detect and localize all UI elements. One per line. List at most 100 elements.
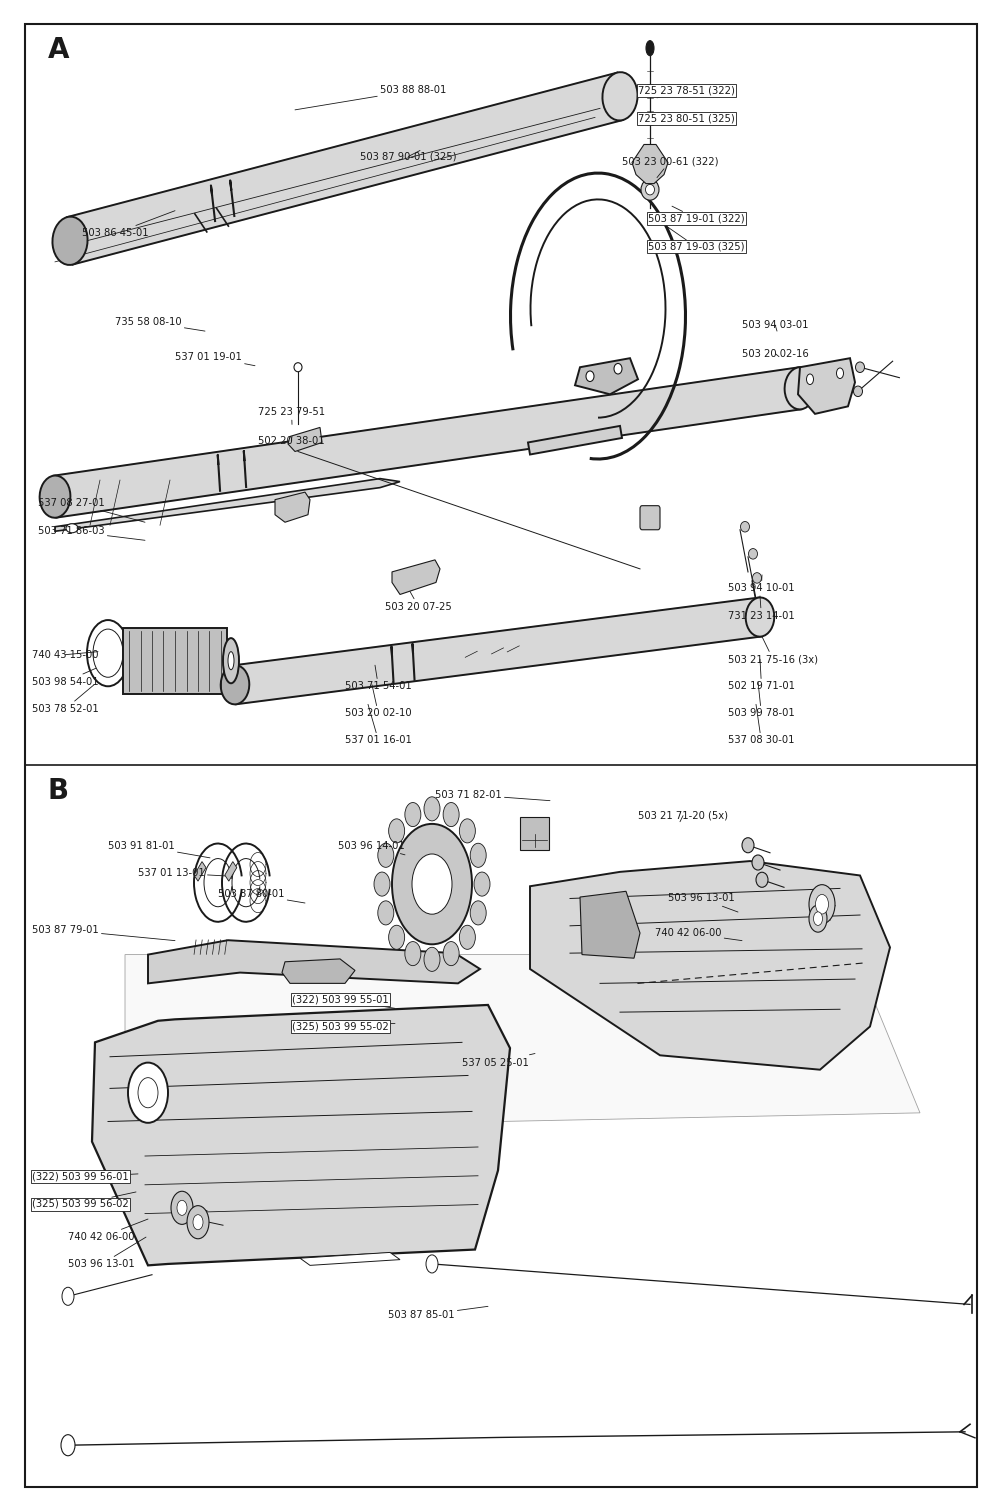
Ellipse shape	[614, 364, 622, 375]
Polygon shape	[392, 560, 440, 594]
FancyBboxPatch shape	[640, 506, 660, 530]
FancyBboxPatch shape	[25, 24, 977, 1487]
Circle shape	[374, 871, 390, 895]
Text: 725 23 80-51 (325): 725 23 80-51 (325)	[638, 114, 735, 123]
Polygon shape	[282, 959, 355, 983]
Circle shape	[128, 1063, 168, 1123]
Polygon shape	[148, 941, 480, 983]
Ellipse shape	[746, 597, 774, 637]
Text: 502 19 71-01: 502 19 71-01	[728, 659, 795, 691]
Polygon shape	[528, 426, 622, 455]
Text: 537 01 16-01: 537 01 16-01	[345, 704, 412, 745]
Text: 503 99 78-01: 503 99 78-01	[728, 682, 795, 718]
Ellipse shape	[646, 185, 654, 194]
Ellipse shape	[294, 363, 302, 372]
Text: 503 96 13-01: 503 96 13-01	[68, 1237, 146, 1269]
Ellipse shape	[93, 629, 123, 677]
Ellipse shape	[66, 524, 78, 533]
Text: 503 71 82-01: 503 71 82-01	[435, 790, 550, 801]
Circle shape	[470, 901, 486, 926]
Text: 503 21 75-16 (3x): 503 21 75-16 (3x)	[728, 637, 818, 664]
Polygon shape	[575, 358, 638, 394]
Text: 503 20 07-25: 503 20 07-25	[385, 591, 452, 611]
Circle shape	[809, 885, 835, 924]
Circle shape	[443, 802, 459, 826]
Text: 503 98 54-01: 503 98 54-01	[32, 668, 99, 686]
Polygon shape	[92, 1005, 510, 1266]
Ellipse shape	[221, 665, 249, 704]
Polygon shape	[54, 367, 801, 518]
Circle shape	[389, 819, 405, 843]
Text: (325) 503 99 55-02: (325) 503 99 55-02	[292, 1022, 395, 1031]
Ellipse shape	[646, 41, 654, 56]
Text: 503 86 45-01: 503 86 45-01	[82, 211, 175, 238]
Circle shape	[816, 894, 828, 914]
Polygon shape	[55, 479, 400, 531]
Text: 740 42 06-00: 740 42 06-00	[68, 1219, 148, 1242]
Circle shape	[138, 1078, 158, 1108]
Ellipse shape	[87, 620, 129, 686]
Circle shape	[62, 1287, 74, 1305]
Ellipse shape	[742, 838, 754, 853]
FancyBboxPatch shape	[520, 817, 549, 850]
Text: 503 96 13-01: 503 96 13-01	[668, 894, 738, 912]
Circle shape	[187, 1206, 209, 1239]
Text: 537 08 30-01: 537 08 30-01	[728, 704, 794, 745]
Polygon shape	[67, 72, 623, 265]
Circle shape	[193, 1215, 203, 1230]
Polygon shape	[234, 597, 761, 704]
Text: (322) 503 99 56-01: (322) 503 99 56-01	[32, 1172, 138, 1181]
Text: 503 91 81-01: 503 91 81-01	[108, 841, 210, 858]
Text: 503 94 10-01: 503 94 10-01	[728, 575, 795, 593]
Circle shape	[809, 905, 827, 932]
Circle shape	[424, 947, 440, 971]
Ellipse shape	[740, 522, 750, 533]
Ellipse shape	[856, 363, 864, 373]
Polygon shape	[300, 1252, 400, 1266]
Text: 503 71 86-03: 503 71 86-03	[38, 527, 145, 540]
Circle shape	[474, 871, 490, 895]
Ellipse shape	[806, 375, 814, 385]
Circle shape	[177, 1201, 187, 1216]
Ellipse shape	[854, 387, 862, 397]
Text: 503 71 54-01: 503 71 54-01	[345, 665, 412, 691]
Text: 503 23 00-61 (322): 503 23 00-61 (322)	[622, 157, 718, 178]
Text: 735 58 08-10: 735 58 08-10	[115, 318, 205, 331]
Text: A: A	[48, 36, 70, 65]
Text: 740 43 15-00: 740 43 15-00	[32, 650, 98, 659]
Text: (325) 503 99 56-02: (325) 503 99 56-02	[32, 1192, 136, 1209]
Ellipse shape	[586, 372, 594, 382]
Ellipse shape	[52, 217, 88, 265]
Polygon shape	[530, 861, 890, 1070]
Circle shape	[412, 853, 452, 914]
Circle shape	[378, 901, 394, 926]
Text: 503 87 19-01 (322): 503 87 19-01 (322)	[648, 206, 745, 223]
Ellipse shape	[223, 638, 239, 683]
Text: 503 96 14-01: 503 96 14-01	[338, 841, 405, 855]
Text: 537 01 19-01: 537 01 19-01	[175, 352, 255, 366]
Polygon shape	[225, 861, 237, 880]
Text: 503 94 03-01: 503 94 03-01	[742, 321, 808, 331]
Circle shape	[405, 942, 421, 966]
Ellipse shape	[641, 179, 659, 200]
Polygon shape	[194, 861, 206, 880]
Ellipse shape	[756, 873, 768, 888]
Polygon shape	[275, 492, 310, 522]
Polygon shape	[580, 891, 640, 959]
Text: 503 88 88-01: 503 88 88-01	[295, 86, 446, 110]
Text: 740 42 06-00: 740 42 06-00	[655, 929, 742, 941]
Text: 502 20 38-01: 502 20 38-01	[258, 436, 325, 445]
Text: B: B	[48, 777, 69, 805]
Text: 503 21 71-20 (5x): 503 21 71-20 (5x)	[638, 811, 728, 822]
Ellipse shape	[228, 652, 234, 670]
Circle shape	[814, 912, 822, 926]
Ellipse shape	[40, 476, 70, 518]
Text: (322) 503 99 55-01: (322) 503 99 55-01	[292, 995, 395, 1008]
Circle shape	[443, 942, 459, 966]
Text: 537 01 13-01: 537 01 13-01	[138, 868, 225, 877]
Text: 503 87 80-01: 503 87 80-01	[218, 889, 305, 903]
Text: 725 23 79-51: 725 23 79-51	[258, 408, 325, 424]
Text: 537 05 25-01: 537 05 25-01	[462, 1054, 535, 1067]
Ellipse shape	[785, 367, 815, 409]
Text: 503 87 79-01: 503 87 79-01	[32, 926, 175, 941]
